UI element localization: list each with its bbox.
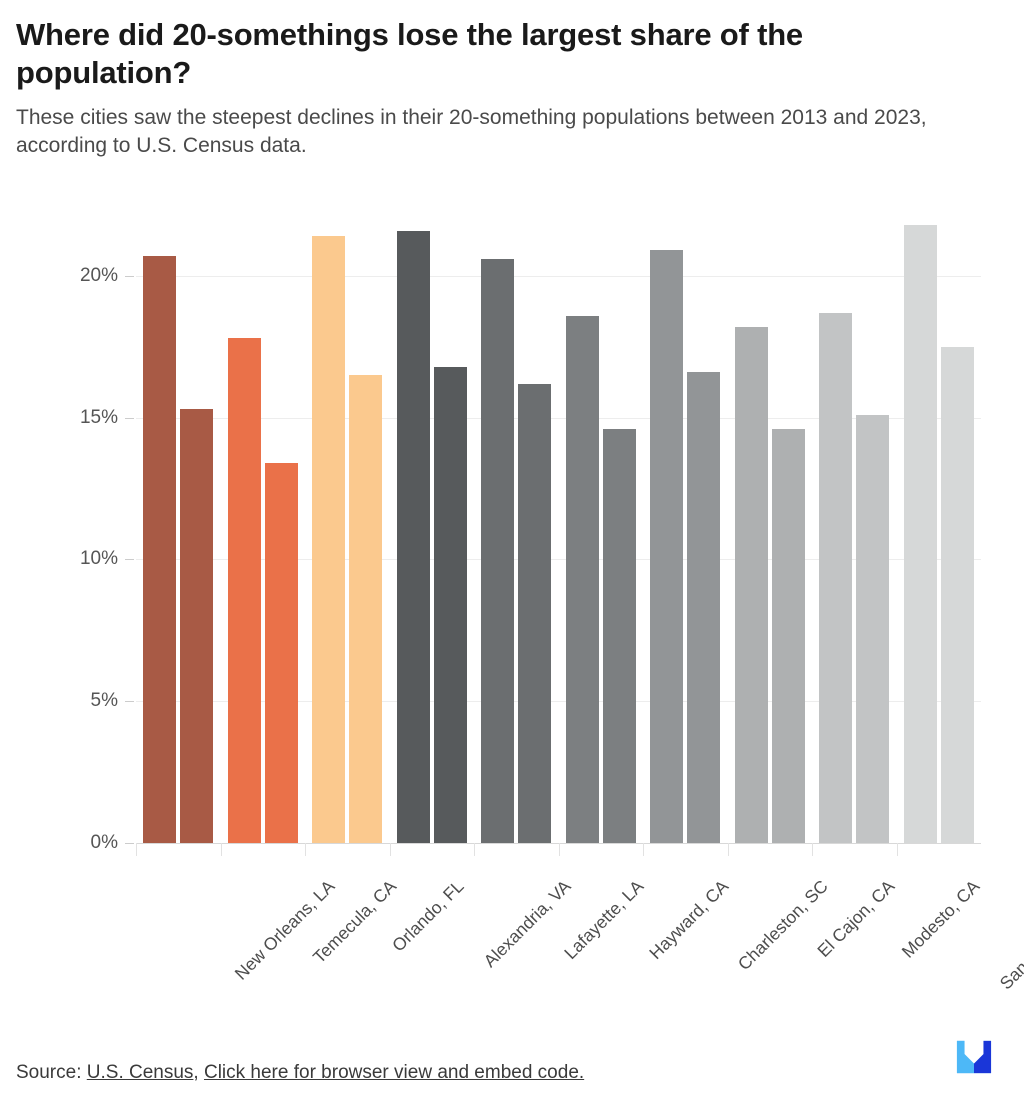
bar[interactable] (180, 409, 214, 843)
bar[interactable] (819, 312, 853, 843)
category-separator (220, 843, 222, 856)
page-title: Where did 20-somethings lose the largest… (16, 17, 803, 90)
bar[interactable] (396, 230, 430, 843)
category-separator (812, 843, 813, 856)
datawrapper-m-logo[interactable] (955, 1039, 993, 1075)
chart-subtitle: These cities saw the steepest declines i… (16, 105, 927, 157)
y-tick-label: 5% (90, 690, 118, 712)
embed-code-link[interactable]: Click here for browser view and embed co… (203, 1062, 585, 1083)
x-axis-label: San Francisco, CA (995, 876, 1024, 994)
y-tick-mark (125, 701, 134, 703)
category-separator (727, 843, 729, 856)
gridline-10% (136, 559, 981, 561)
source-note: Source: U.S. Census, Click here for brow… (16, 1062, 584, 1084)
y-tick-label: 15% (79, 406, 118, 428)
bar[interactable] (349, 375, 383, 843)
x-axis-label: Charleston, SC (734, 876, 833, 975)
y-tick-label: 0% (90, 832, 118, 853)
bar[interactable] (771, 429, 805, 843)
category-separator (136, 843, 137, 856)
source-label: Source: (16, 1062, 87, 1083)
bar[interactable] (650, 250, 684, 843)
bar[interactable] (602, 429, 636, 843)
x-axis-label: Hayward, CA (644, 876, 732, 964)
bar[interactable] (433, 366, 467, 843)
category-separator (305, 843, 306, 856)
category-separator (643, 843, 644, 856)
y-tick-mark (125, 275, 134, 277)
bar[interactable] (227, 338, 261, 843)
x-axis-label: Alexandria, VA (479, 876, 575, 972)
source-separator: , (193, 1062, 204, 1083)
y-tick-label: 20% (79, 264, 118, 286)
bar-chart: 0% 5% 10% 15% 20% New Orleans, LA Temecula, C… (0, 190, 1024, 1000)
bar[interactable] (856, 414, 890, 843)
category-separator (389, 843, 391, 856)
y-axis: 0% 5% 10% 15% 20% (0, 205, 136, 853)
y-tick-mark (125, 843, 134, 844)
bar[interactable] (481, 258, 515, 843)
bar[interactable] (518, 383, 552, 843)
y-tick-label: 10% (79, 548, 118, 570)
category-separator (474, 843, 475, 856)
bar[interactable] (264, 463, 298, 843)
gridline-5% (136, 701, 981, 703)
x-axis-label: Modesto, CA (897, 876, 984, 962)
y-tick-mark (125, 417, 134, 419)
plot-area (136, 205, 981, 856)
bar[interactable] (143, 256, 177, 843)
bar[interactable] (565, 315, 599, 843)
gridline-15% (136, 417, 981, 419)
y-tick-mark (125, 559, 134, 561)
bar[interactable] (734, 326, 768, 843)
chart-header: Where did 20-somethings lose the largest… (16, 16, 956, 160)
gridline-20% (136, 275, 981, 277)
bar[interactable] (903, 224, 937, 843)
bar[interactable] (687, 372, 721, 843)
source-link-us-census[interactable]: U.S. Census (86, 1062, 194, 1083)
category-separator (896, 843, 898, 856)
x-axis-label: Orlando, FL (388, 876, 468, 956)
x-axis-labels: New Orleans, LA Temecula, CA Orlando, FL Al… (0, 858, 1024, 1018)
bar[interactable] (940, 346, 974, 843)
category-separator (558, 843, 560, 856)
bar[interactable] (312, 236, 346, 843)
